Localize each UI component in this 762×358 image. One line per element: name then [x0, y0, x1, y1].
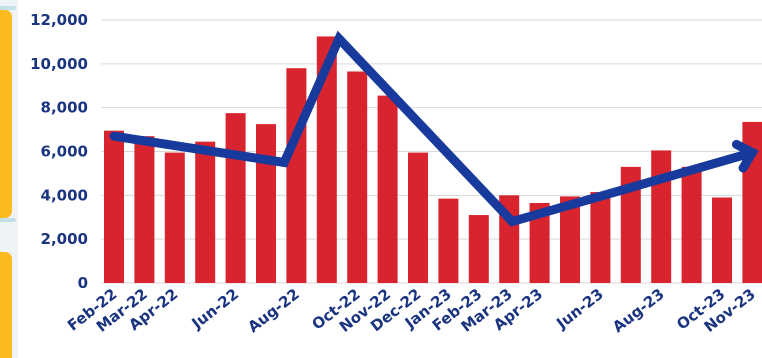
bar-jul-22: [256, 124, 276, 284]
bar-apr-23: [529, 203, 550, 283]
trend-polyline: [109, 30, 757, 227]
left-decoration-strip-bottom: [0, 252, 12, 358]
y-tick-label: 0: [78, 274, 88, 292]
bar-dec-22: [408, 152, 428, 283]
bar-may-23: [560, 196, 580, 283]
left-decoration-cap-top: [0, 6, 16, 10]
x-tick-label: Aug-23: [609, 285, 667, 336]
bar-mar-22: [134, 136, 155, 283]
bar-oct-23: [712, 197, 732, 283]
bar-may-22: [195, 141, 216, 283]
bar-feb-22: [104, 130, 124, 283]
bar-jan-23: [438, 198, 459, 283]
x-tick-label: Aug-22: [244, 285, 302, 336]
bar-sep-23: [681, 166, 702, 283]
bar-jul-23: [620, 166, 641, 283]
bar-aug-22: [286, 68, 307, 283]
bar-sep-22: [316, 36, 337, 283]
bar-apr-22: [164, 152, 185, 283]
y-tick-label: 10,000: [30, 55, 88, 73]
bar-jun-23: [590, 192, 611, 283]
bar-feb-23: [468, 215, 489, 283]
bar-oct-22: [347, 71, 368, 283]
y-axis-ticks: 0 2,000 4,000 6,000 8,000 10,000 12,000: [30, 11, 88, 292]
x-tick-label: Jun-23: [552, 285, 606, 333]
x-tick-label: Jun-22: [188, 285, 242, 333]
bar-aug-23: [651, 150, 672, 283]
bars: [104, 36, 762, 284]
trend-arrowhead: [731, 139, 759, 173]
trend-line: [109, 30, 759, 227]
y-tick-label: 2,000: [41, 230, 88, 248]
left-decoration-cap-bottom: [0, 218, 16, 222]
y-tick-label: 12,000: [30, 11, 88, 29]
left-decoration-strip-top: [0, 10, 12, 218]
bar-jun-22: [225, 113, 246, 283]
y-tick-label: 4,000: [41, 186, 88, 204]
y-tick-label: 8,000: [41, 99, 88, 117]
bar-nov-22: [377, 95, 398, 283]
y-tick-label: 6,000: [41, 143, 88, 161]
